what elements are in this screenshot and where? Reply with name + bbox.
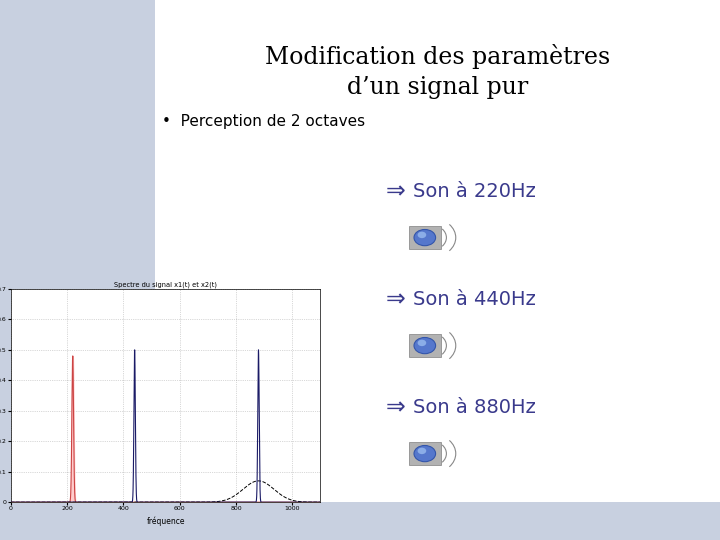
Bar	[155, 502, 720, 540]
Text: ⇒: ⇒	[385, 180, 405, 204]
Text: Son à 880Hz: Son à 880Hz	[413, 398, 536, 417]
Bar	[409, 334, 441, 357]
Text: d’un signal pur: d’un signal pur	[347, 76, 528, 99]
Circle shape	[414, 230, 436, 246]
Text: Son à 220Hz: Son à 220Hz	[413, 182, 536, 201]
Bar	[409, 226, 441, 249]
Bar	[409, 442, 441, 465]
Text: ⇒: ⇒	[385, 396, 405, 420]
Text: Son à 440Hz: Son à 440Hz	[413, 290, 536, 309]
Bar	[155, 0, 720, 540]
Circle shape	[418, 232, 426, 238]
Title: Spectre du signal x1(t) et x2(t): Spectre du signal x1(t) et x2(t)	[114, 281, 217, 288]
Text: •  Perception de 2 octaves: • Perception de 2 octaves	[162, 114, 365, 129]
Circle shape	[414, 338, 436, 354]
Circle shape	[418, 448, 426, 454]
Circle shape	[414, 446, 436, 462]
Text: Modification des paramètres: Modification des paramètres	[265, 44, 610, 69]
Circle shape	[418, 340, 426, 346]
X-axis label: fréquence: fréquence	[146, 517, 185, 526]
Text: ⇒: ⇒	[385, 288, 405, 312]
